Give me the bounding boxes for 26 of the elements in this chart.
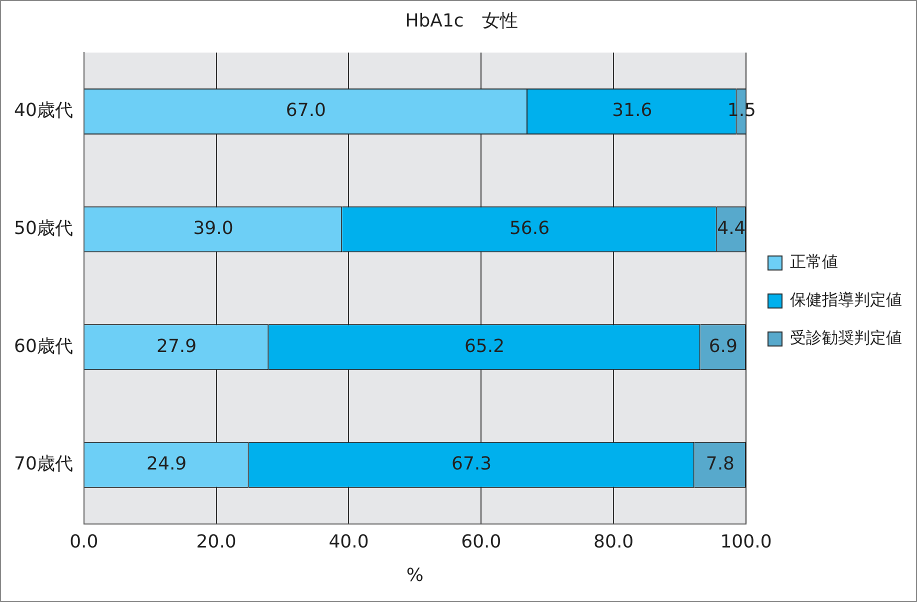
legend-label: 保健指導判定値 [790, 290, 902, 310]
chart-title: HbA1c 女性 [405, 10, 518, 32]
x-tick-label: 20.0 [196, 531, 236, 552]
x-tick-label: 40.0 [328, 531, 369, 552]
data-label: 6.9 [708, 336, 738, 357]
x-axis-title: % [406, 564, 424, 586]
x-tick-label: 60.0 [461, 531, 502, 552]
x-tick-label: 80.0 [594, 531, 634, 552]
y-tick-label: 40歳代 [14, 100, 73, 122]
data-label: 67.3 [452, 454, 492, 475]
legend-label: 正常値 [790, 252, 838, 272]
data-label: 27.9 [156, 336, 197, 357]
data-label: 65.2 [464, 336, 505, 357]
data-label: 67.0 [286, 100, 326, 122]
data-label: 7.8 [706, 454, 734, 475]
data-label: 4.4 [717, 218, 746, 239]
y-tick-label: 60歳代 [14, 336, 73, 357]
x-tick-label: 0.0 [70, 531, 98, 552]
legend-label: 受診勧奨判定値 [790, 328, 902, 348]
data-label: 31.6 [612, 100, 652, 122]
y-tick-label: 70歳代 [14, 454, 73, 475]
data-label: 56.6 [509, 218, 550, 239]
y-tick-label: 50歳代 [14, 218, 73, 239]
data-label: 24.9 [146, 454, 187, 475]
x-tick-label: 100.0 [720, 531, 772, 552]
data-label: 39.0 [193, 218, 234, 239]
